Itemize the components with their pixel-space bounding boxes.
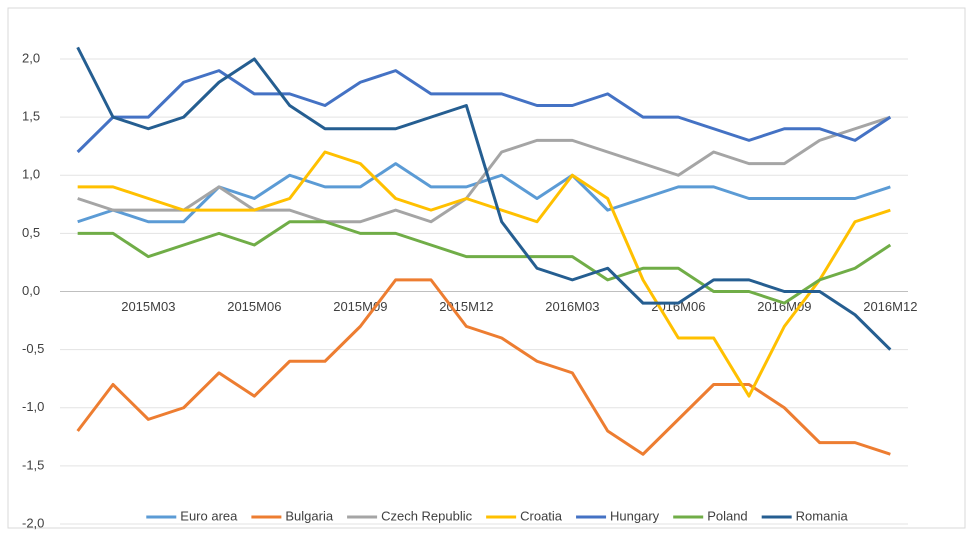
x-tick-label: 2015M03 [121, 299, 175, 314]
y-tick-label: -0,5 [22, 341, 44, 356]
series-line [77, 220, 892, 305]
series-line [76, 46, 892, 351]
series-line [76, 69, 892, 154]
y-tick-label: 1,0 [22, 167, 40, 182]
y-tick-label: 1,5 [22, 109, 40, 124]
x-tick-label: 2015M06 [227, 299, 281, 314]
y-tick-label: -2,0 [22, 515, 44, 530]
legend-label: Romania [796, 508, 849, 523]
y-tick-label: 0,0 [22, 283, 40, 298]
y-tick-label: 2,0 [22, 50, 40, 65]
legend-label: Hungary [610, 508, 660, 523]
legend-label: Bulgaria [285, 508, 333, 523]
x-tick-label: 2016M03 [545, 299, 599, 314]
x-tick-label: 2016M12 [863, 299, 917, 314]
legend-label: Croatia [520, 508, 563, 523]
series-line [76, 278, 891, 456]
series-line [77, 162, 891, 224]
series-line [77, 115, 891, 224]
series-line [77, 150, 891, 398]
legend-label: Poland [707, 508, 747, 523]
legend-label: Czech Republic [381, 508, 473, 523]
y-tick-label: -1,0 [22, 399, 44, 414]
y-tick-label: -1,5 [22, 457, 44, 472]
y-tick-label: 0,5 [22, 225, 40, 240]
chart-border [7, 7, 966, 529]
legend-label: Euro area [180, 508, 238, 523]
